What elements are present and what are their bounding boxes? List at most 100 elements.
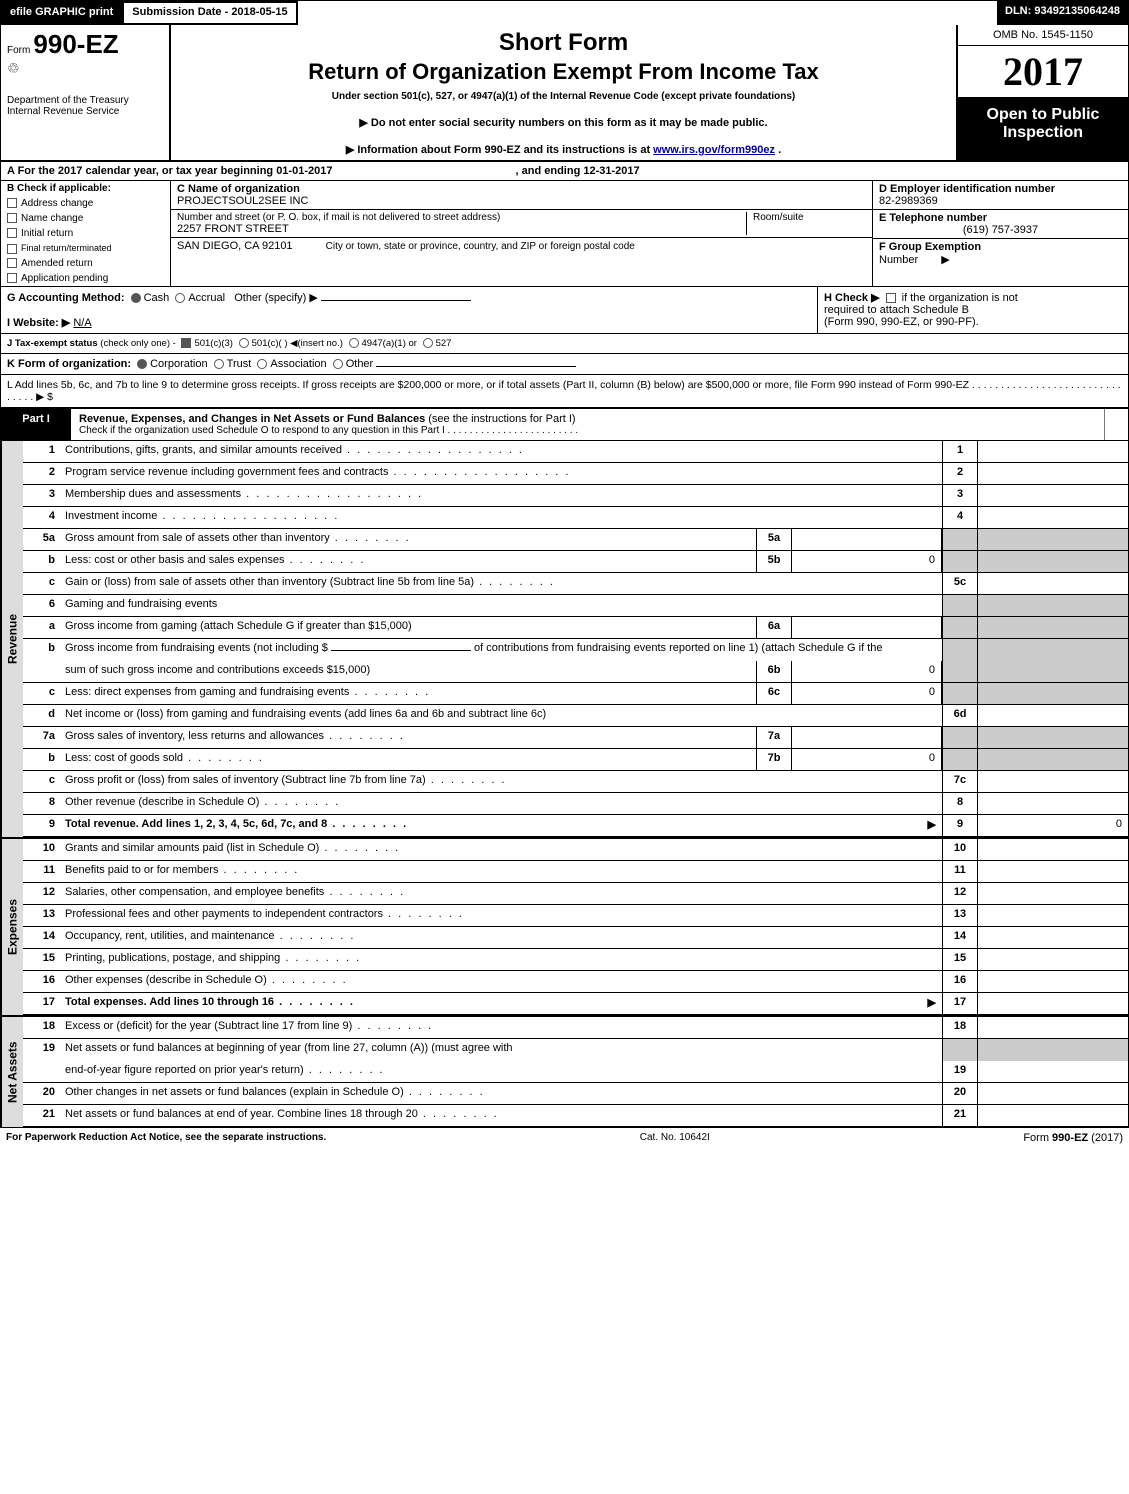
line-num: 18 (23, 1017, 59, 1038)
submission-date: Submission Date - 2018-05-15 (122, 1, 297, 25)
radio-corp[interactable] (137, 359, 147, 369)
info-prefix: ▶ Information about Form 990-EZ and its … (346, 144, 653, 156)
tax-year: 2017 (958, 46, 1128, 98)
right-num: 9 (942, 815, 978, 836)
grey-cell (942, 617, 978, 638)
line-l16: 16Other expenses (describe in Schedule O… (23, 971, 1128, 993)
line-num: 2 (23, 463, 59, 484)
part1-sub: Check if the organization used Schedule … (79, 425, 1096, 436)
line-desc: Other expenses (describe in Schedule O) (59, 971, 942, 992)
line-desc: Program service revenue including govern… (59, 463, 942, 484)
line-desc: Investment income (59, 507, 942, 528)
line-desc: Membership dues and assessments (59, 485, 942, 506)
chk-527[interactable] (423, 338, 433, 348)
right-val (978, 463, 1128, 484)
line-num: 10 (23, 839, 59, 860)
form-number: 990-EZ (33, 29, 118, 59)
line-num: b (23, 551, 59, 572)
chk-amended[interactable]: Amended return (1, 256, 170, 271)
grey-cell (978, 749, 1128, 770)
line-desc: Gross income from gaming (attach Schedul… (59, 617, 756, 638)
chk-501c3[interactable] (181, 338, 191, 348)
dept-treasury: Department of the Treasury (7, 95, 163, 106)
part1-title: Revenue, Expenses, and Changes in Net As… (79, 413, 425, 425)
k-corp: Corporation (150, 358, 207, 370)
info-link[interactable]: www.irs.gov/form990ez (653, 144, 775, 156)
street-value: 2257 FRONT STREET (177, 223, 746, 235)
line-l13: 13Professional fees and other payments t… (23, 905, 1128, 927)
h-l3: (Form 990, 990-EZ, or 990-PF). (824, 316, 979, 328)
radio-assoc[interactable] (257, 359, 267, 369)
chk-initial-return[interactable]: Initial return (1, 226, 170, 241)
line-desc: Net income or (loss) from gaming and fun… (59, 705, 942, 726)
radio-trust[interactable] (214, 359, 224, 369)
tax-period: A For the 2017 calendar year, or tax yea… (1, 162, 1128, 181)
mid-val: 0 (792, 683, 942, 704)
line-l15: 15Printing, publications, postage, and s… (23, 949, 1128, 971)
line-num: 4 (23, 507, 59, 528)
right-num: 11 (942, 861, 978, 882)
j-4947: 4947(a)(1) or (362, 338, 417, 349)
grey-cell (942, 551, 978, 572)
right-val (978, 883, 1128, 904)
revenue-tab: Revenue (1, 441, 23, 837)
right-num: 6d (942, 705, 978, 726)
grey-cell (942, 529, 978, 550)
line-l6c: cLess: direct expenses from gaming and f… (23, 683, 1128, 705)
chk-name-change[interactable]: Name change (1, 211, 170, 226)
line-desc: Gross profit or (loss) from sales of inv… (59, 771, 942, 792)
line-l5b: bLess: cost or other basis and sales exp… (23, 551, 1128, 573)
line-desc: Occupancy, rent, utilities, and maintena… (59, 927, 942, 948)
line-num: 3 (23, 485, 59, 506)
k-row: K Form of organization: Corporation Trus… (1, 354, 1128, 375)
chk-address-change[interactable]: Address change (1, 196, 170, 211)
line-l17: 17Total expenses. Add lines 10 through 1… (23, 993, 1128, 1015)
ein-value: 82-2989369 (879, 195, 1122, 207)
line-l6d: dNet income or (loss) from gaming and fu… (23, 705, 1128, 727)
right-val (978, 861, 1128, 882)
chk-4947[interactable] (349, 338, 359, 348)
part1-tag: Part I (1, 409, 71, 440)
j-label: J Tax-exempt status (7, 338, 98, 349)
grey-cell (942, 683, 978, 704)
efile-button[interactable]: efile GRAPHIC print (1, 1, 122, 25)
street-label: Number and street (or P. O. box, if mail… (177, 212, 746, 223)
line-num: 20 (23, 1083, 59, 1104)
line-l7b: bLess: cost of goods sold7b0 (23, 749, 1128, 771)
right-val (978, 485, 1128, 506)
line-6: 6Gaming and fundraising events (23, 595, 1128, 617)
main-title: Return of Organization Exempt From Incom… (181, 59, 946, 85)
line-num: 11 (23, 861, 59, 882)
part1-title-suffix: (see the instructions for Part I) (428, 413, 575, 425)
line-desc: Other revenue (describe in Schedule O) (59, 793, 942, 814)
right-num: 2 (942, 463, 978, 484)
chk-application-pending[interactable]: Application pending (1, 271, 170, 286)
chk-schedule-b[interactable] (886, 293, 896, 303)
grey-cell (978, 617, 1128, 638)
period-end: , and ending 12-31-2017 (516, 165, 640, 177)
mid-val (792, 529, 942, 550)
line-desc: Professional fees and other payments to … (59, 905, 942, 926)
box-f-label: F Group Exemption (879, 241, 981, 253)
line-num: 14 (23, 927, 59, 948)
radio-other[interactable] (333, 359, 343, 369)
right-val (978, 573, 1128, 594)
mid-val: 0 (792, 749, 942, 770)
chk-final-return[interactable]: Final return/terminated (1, 241, 170, 256)
box-b-heading: B Check if applicable: (1, 181, 170, 196)
line-desc: Printing, publications, postage, and shi… (59, 949, 942, 970)
chk-501c[interactable] (239, 338, 249, 348)
j-note: (check only one) - (100, 338, 176, 349)
line-l21: 21Net assets or fund balances at end of … (23, 1105, 1128, 1127)
line-desc: Less: cost of goods sold (59, 749, 756, 770)
open-l2: Inspection (962, 124, 1124, 142)
line-desc: Gross amount from sale of assets other t… (59, 529, 756, 550)
line-19b: end-of-year figure reported on prior yea… (23, 1061, 1128, 1083)
radio-cash[interactable] (131, 293, 141, 303)
line-l11: 11Benefits paid to or for members11 (23, 861, 1128, 883)
footer-mid: Cat. No. 10642I (640, 1132, 710, 1144)
radio-accrual[interactable] (175, 293, 185, 303)
footer-left: For Paperwork Reduction Act Notice, see … (6, 1132, 326, 1144)
box-c-label: C Name of organization (177, 183, 866, 195)
line-num: c (23, 573, 59, 594)
